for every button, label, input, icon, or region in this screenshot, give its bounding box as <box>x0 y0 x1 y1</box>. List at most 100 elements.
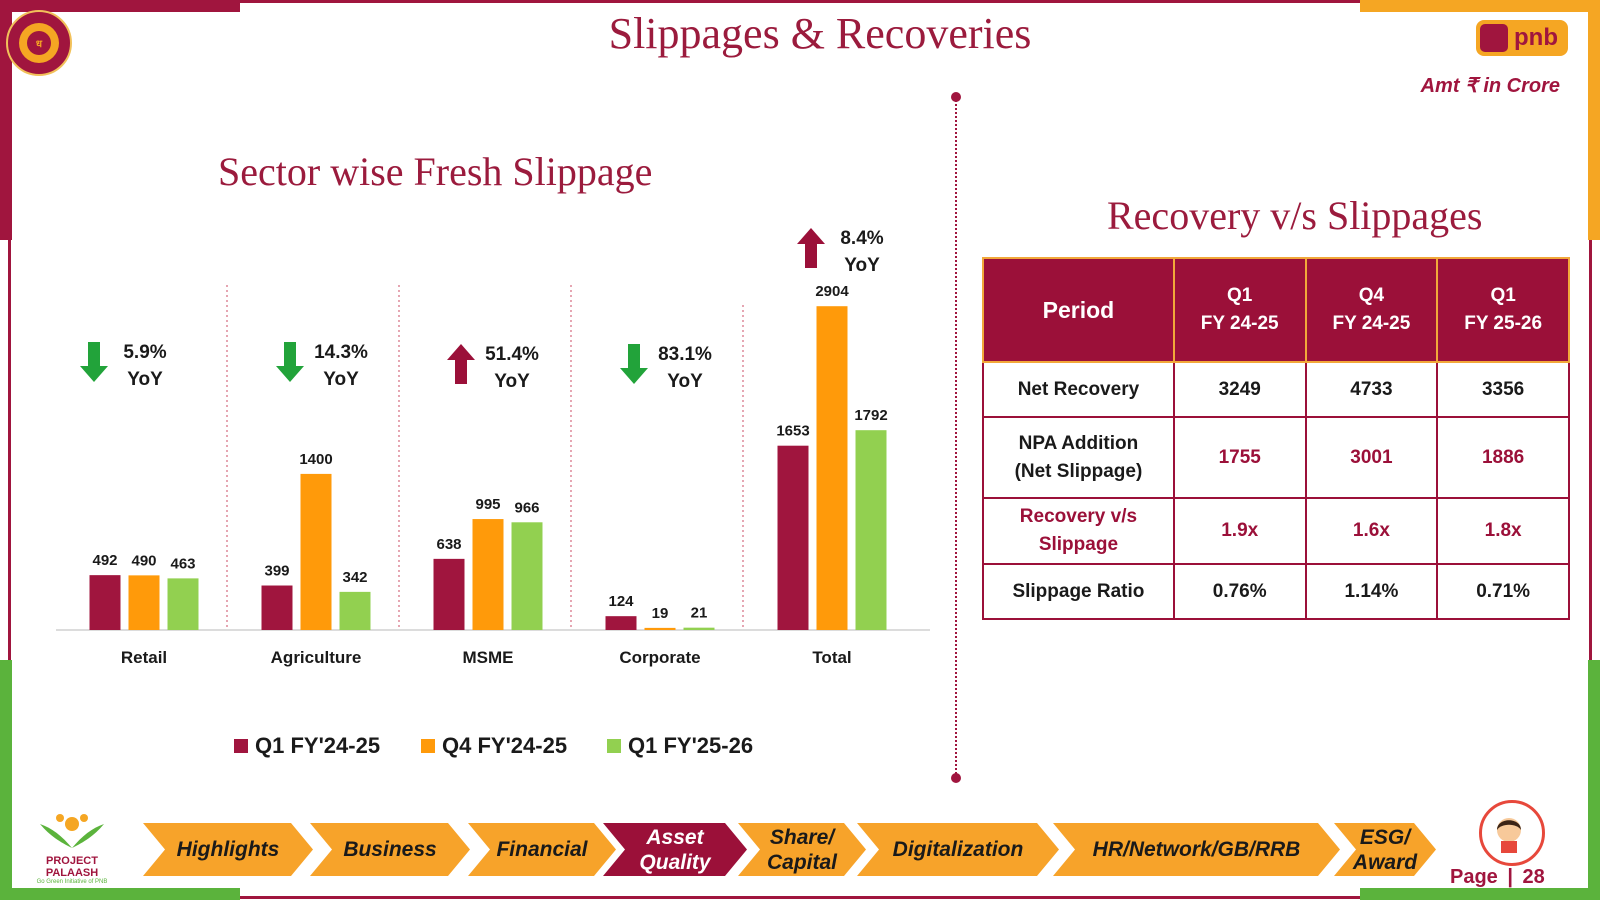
table-cell: 3356 <box>1436 361 1570 418</box>
table-cell: 0.76% <box>1172 563 1307 620</box>
yoy-indicator: 5.9% YoY <box>110 339 180 393</box>
nav-item-business[interactable]: Business <box>310 823 470 876</box>
data-label: 492 <box>92 552 117 569</box>
yoy-label: YoY <box>667 371 703 392</box>
nav-item-asset-quality[interactable]: Asset Quality <box>603 823 747 876</box>
data-label: 463 <box>170 555 195 572</box>
frame-right-orange <box>1588 0 1600 240</box>
nav-item-share-capital[interactable]: Share/ Capital <box>738 823 866 876</box>
data-label: 2904 <box>815 283 849 300</box>
legend-item: Q4 FY'24-25 <box>421 733 567 759</box>
page-indicator: Page | 28 <box>1450 866 1545 889</box>
table-row: Slippage Ratio 0.76% 1.14% 0.71% <box>982 563 1570 620</box>
bar-retail-1 <box>89 575 121 630</box>
table-cell: 1886 <box>1436 416 1570 499</box>
bar-total-1 <box>777 445 809 630</box>
table-row: Net Recovery 3249 4733 3356 <box>982 361 1570 418</box>
pnb-logo: pnb <box>1476 20 1568 56</box>
pnb-logo-mark-icon <box>1480 24 1508 52</box>
table-cell: 3249 <box>1172 361 1307 418</box>
table-header-row: Period Q1 FY 24-25 Q4 FY 24-25 Q1 FY 25-… <box>982 257 1570 363</box>
category-label: MSME <box>463 648 514 667</box>
palaash-title: PROJECT PALAASH <box>45 855 99 879</box>
yoy-label: YoY <box>844 255 880 276</box>
bar-total-2 <box>816 306 848 630</box>
data-label: 995 <box>475 496 500 513</box>
data-label: 1400 <box>299 451 332 468</box>
legend-swatch <box>607 739 621 753</box>
category-label: Agriculture <box>271 648 362 667</box>
data-label: 490 <box>131 552 156 569</box>
sector-chart-title: Sector wise Fresh Slippage <box>218 149 653 194</box>
frame-bottom-green-right <box>1360 888 1600 900</box>
row-label: Net Recovery <box>982 361 1175 418</box>
bar-msme-1 <box>433 558 465 630</box>
down-arrow-icon <box>80 342 108 382</box>
amount-note: Amt ₹ in Crore <box>1420 75 1560 97</box>
bar-retail-3 <box>167 578 199 630</box>
table-cell: 1.14% <box>1304 563 1439 620</box>
beti-bachao-logo-icon <box>1479 800 1545 866</box>
yoy-label: YoY <box>323 369 359 390</box>
bar-total-3 <box>855 430 887 630</box>
palaash-subtitle: Go Green Initiative of PNB <box>36 879 108 885</box>
legend-label: Q1 FY'25-26 <box>628 733 754 758</box>
data-label: 21 <box>691 605 708 622</box>
bar-corporate-2 <box>644 627 676 630</box>
data-label: 1792 <box>854 407 887 424</box>
bar-corporate-3 <box>683 627 715 630</box>
table-cell: 1.6x <box>1304 497 1439 565</box>
table-header-cell: Q4 FY 24-25 <box>1304 257 1439 363</box>
data-label: 342 <box>342 569 367 586</box>
nav-item-highlights[interactable]: Highlights <box>143 823 313 876</box>
frame-left-line <box>8 240 11 660</box>
table-row: NPA Addition (Net Slippage) 1755 3001 18… <box>982 416 1570 499</box>
down-arrow-icon <box>276 342 304 382</box>
yoy-indicator: 51.4% YoY <box>477 341 547 395</box>
bar-agriculture-1 <box>261 585 293 630</box>
yoy-indicator: 83.1% YoY <box>650 341 720 395</box>
page-title: Slippages & Recoveries <box>608 9 1032 58</box>
frame-top-maroon <box>0 0 240 12</box>
sector-slippage-chart: 492 490 463 Retail 399 1400 342 Agriculture 638 9… <box>56 283 930 667</box>
row-label: Slippage Ratio <box>982 563 1175 620</box>
nav-item-hr-network-gb-rrb[interactable]: HR/Network/GB/RRB <box>1053 823 1340 876</box>
legend-swatch <box>421 739 435 753</box>
up-arrow-icon <box>447 344 475 384</box>
bar-msme-3 <box>511 522 543 630</box>
legend-swatch <box>234 739 248 753</box>
frame-top-orange <box>1360 0 1600 12</box>
svg-text:ध: ध <box>36 39 43 50</box>
table-cell: 4733 <box>1304 361 1439 418</box>
up-arrow-icon <box>797 228 825 268</box>
legend-label: Q4 FY'24-25 <box>442 733 568 758</box>
category-label: Corporate <box>619 648 700 667</box>
pnb-logo-text: pnb <box>1514 24 1558 51</box>
nav-item-digitalization[interactable]: Digitalization <box>857 823 1059 876</box>
bar-agriculture-2 <box>300 473 332 630</box>
nav-item-esg-award[interactable]: ESG/ Award <box>1334 823 1436 876</box>
table-header-cell: Period <box>982 257 1175 363</box>
project-palaash-logo: PROJECT PALAASH Go Green Initiative of P… <box>22 810 122 885</box>
table-cell: 1.8x <box>1436 497 1570 565</box>
table-row: Recovery v/s Slippage 1.9x 1.6x 1.8x <box>982 497 1570 565</box>
frame-top-line <box>240 0 1360 3</box>
down-arrow-icon <box>620 344 648 384</box>
row-label: NPA Addition (Net Slippage) <box>982 416 1175 499</box>
yoy-label: YoY <box>127 369 163 390</box>
yoy-value: 5.9% <box>123 342 167 363</box>
palaash-leaf-icon <box>40 814 104 848</box>
data-label: 124 <box>608 593 634 610</box>
table-header-cell: Q1 FY 24-25 <box>1172 257 1307 363</box>
legend-item: Q1 FY'25-26 <box>607 733 753 759</box>
yoy-value: 51.4% <box>485 344 539 365</box>
yoy-value: 83.1% <box>658 344 712 365</box>
parivartan-logo: ध <box>6 10 72 76</box>
bar-corporate-1 <box>605 616 637 630</box>
nav-item-financial[interactable]: Financial <box>468 823 616 876</box>
frame-left-maroon <box>0 0 12 240</box>
bar-msme-2 <box>472 519 504 630</box>
yoy-indicator: 14.3% YoY <box>306 339 376 393</box>
yoy-value: 8.4% <box>840 228 884 249</box>
page-label: Page <box>1450 866 1498 888</box>
